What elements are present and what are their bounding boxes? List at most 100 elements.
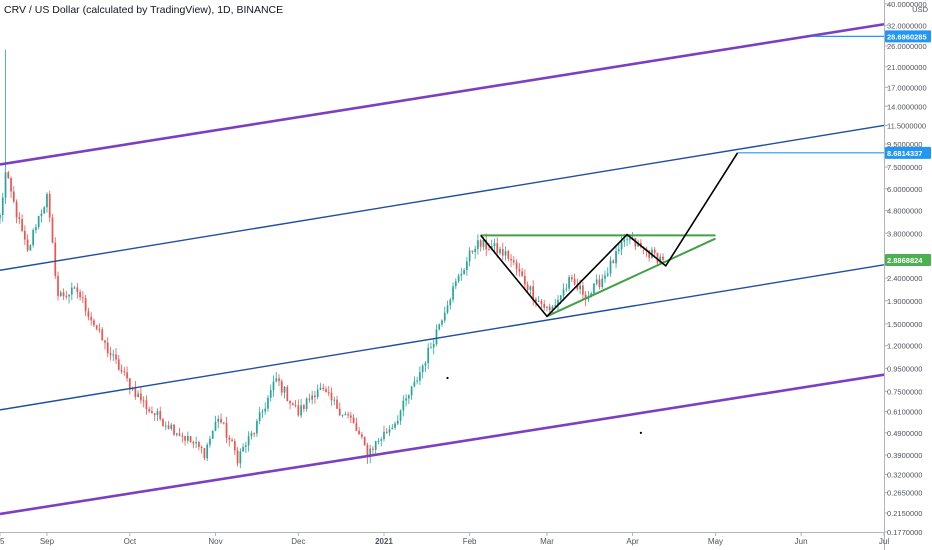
candle [385, 431, 388, 433]
candle [573, 279, 576, 285]
candle [344, 414, 347, 416]
triangle-support[interactable] [546, 237, 716, 318]
y-tick-label: 40.0000000 [887, 0, 927, 9]
y-tick-label: 2.4000000 [887, 274, 922, 283]
candle [327, 392, 330, 394]
candle [485, 240, 488, 250]
candle [322, 387, 325, 390]
candle [463, 270, 465, 275]
candle [21, 218, 23, 231]
candle [10, 178, 12, 192]
candle [413, 381, 416, 387]
candle [347, 414, 349, 416]
y-tick-label: 14.0000000 [887, 102, 927, 111]
candle [349, 415, 352, 418]
candle [79, 292, 81, 298]
candle [391, 427, 394, 430]
price-marker-label: 8.6814337 [887, 149, 922, 158]
y-tick-label: 26.0000000 [887, 42, 927, 51]
candle [59, 292, 62, 297]
candle [73, 287, 76, 289]
candle [308, 398, 311, 400]
candle [333, 399, 336, 401]
candle [488, 249, 490, 251]
candle [584, 294, 587, 300]
lower-channel-line[interactable] [0, 373, 885, 516]
y-tick-label: 7.5000000 [887, 163, 922, 172]
candle [521, 271, 523, 276]
candle [601, 278, 604, 287]
upper-channel-line[interactable] [0, 22, 885, 166]
candle [156, 411, 159, 416]
x-tick-label: Apr [626, 537, 639, 546]
candle [140, 393, 142, 401]
candle [128, 378, 131, 390]
marker-dot [639, 431, 643, 434]
projection-path[interactable] [480, 152, 739, 318]
candle [159, 411, 162, 420]
candle [46, 193, 48, 208]
candle [167, 425, 170, 429]
x-tick-label: 15 [0, 537, 5, 546]
price-markers: 28.6960285 8.6814337 2.8868824 [885, 30, 931, 267]
candle [637, 242, 639, 247]
x-tick-label: Feb [463, 537, 477, 546]
candle [90, 316, 93, 321]
candle [186, 436, 189, 441]
candle [242, 446, 244, 452]
candle [211, 430, 214, 439]
candle [582, 285, 584, 295]
y-tick-label: 0.3200000 [887, 470, 922, 479]
candle [209, 438, 211, 445]
candle [316, 389, 319, 398]
candle [142, 400, 145, 402]
candle [1, 197, 4, 216]
candle [120, 369, 123, 372]
candle [267, 397, 269, 409]
candle [358, 430, 360, 435]
candle [192, 441, 195, 444]
candle [576, 284, 579, 290]
candle [184, 436, 186, 441]
candle [87, 311, 90, 317]
candle [427, 347, 430, 364]
candle [76, 287, 79, 293]
candle [123, 371, 126, 373]
candle [612, 260, 615, 264]
candle [330, 392, 333, 401]
candle [559, 295, 562, 300]
price-marker [885, 30, 931, 43]
candle [300, 405, 302, 416]
y-tick-label: 32.0000000 [887, 22, 927, 31]
candle [95, 325, 98, 330]
candle [593, 283, 595, 294]
candle [394, 423, 396, 428]
candle [291, 403, 294, 406]
candle [48, 193, 51, 218]
candle [115, 354, 117, 360]
candle [474, 248, 477, 252]
candle [604, 275, 606, 279]
candle [29, 245, 32, 251]
candle [51, 217, 54, 243]
candle [214, 421, 217, 431]
candle [203, 448, 206, 459]
candle [325, 389, 327, 393]
candle [336, 399, 338, 409]
inner-upper-line[interactable] [0, 124, 885, 271]
y-tick-label: 1.2000000 [887, 342, 922, 351]
candle [272, 381, 275, 391]
time-axis-background [0, 532, 884, 550]
candle [565, 288, 568, 290]
candle [648, 250, 651, 258]
candle [377, 440, 380, 442]
candle [82, 297, 84, 299]
candle [189, 436, 192, 442]
candle [526, 284, 529, 290]
inner-lower-line[interactable] [0, 264, 885, 411]
candle [7, 172, 10, 179]
candle [70, 287, 73, 295]
price-marker-label: 2.8868824 [887, 256, 923, 265]
